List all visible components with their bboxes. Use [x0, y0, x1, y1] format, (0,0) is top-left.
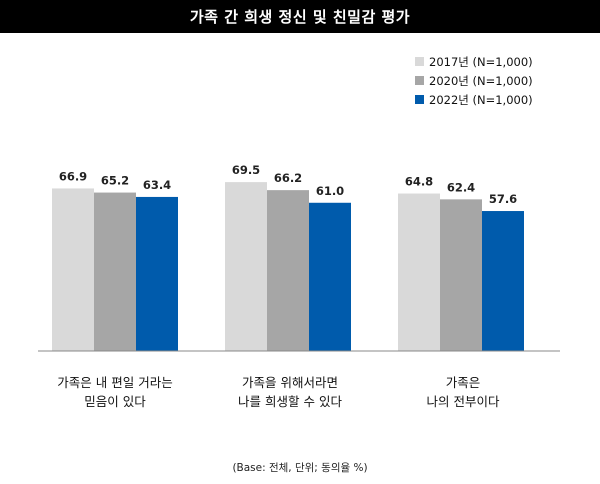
footnote: (Base: 전체, 단위; 동의율 %) [232, 462, 368, 474]
legend-swatch-3 [415, 95, 424, 104]
legend-label-2: 2020년 (N=1,000) [429, 74, 533, 88]
data-label-1-series-3: 63.4 [143, 178, 171, 192]
legend-label-3: 2022년 (N=1,000) [429, 93, 533, 107]
data-label-3-series-3: 57.6 [489, 192, 517, 206]
category-label-2-line-2: 나를 희생할 수 있다 [238, 394, 342, 409]
data-label-3-series-2: 62.4 [447, 180, 475, 194]
category-label-2-line-1: 가족을 위해서라면 [242, 375, 338, 390]
chart-title: 가족 간 희생 정신 및 친밀감 평가 [0, 0, 600, 33]
bar-2-series-3 [309, 202, 351, 351]
category-label-2: 가족을 위해서라면 나를 희생할 수 있다 [205, 373, 375, 411]
bar-3-series-1 [398, 193, 440, 351]
data-label-2-series-1: 69.5 [232, 163, 260, 177]
data-label-3-series-1: 64.8 [405, 175, 433, 189]
bar-3-series-2 [440, 199, 482, 351]
legend-swatch-2 [415, 76, 424, 85]
data-label-2-series-3: 61.0 [316, 184, 344, 198]
legend-label-1: 2017년 (N=1,000) [429, 55, 533, 69]
bar-1-series-1 [52, 188, 94, 351]
category-label-1-line-2: 믿음이 있다 [84, 394, 146, 409]
category-label-3-line-2: 나의 전부이다 [426, 394, 500, 409]
category-label-3-line-1: 가족은 [445, 375, 481, 390]
bars: 66.9 65.2 63.4 69.5 66.2 61.0 64.8 62.4 57.6 [52, 163, 524, 351]
legend-swatch-1 [415, 57, 424, 66]
data-label-1-series-1: 66.9 [59, 169, 87, 183]
data-label-2-series-2: 66.2 [274, 171, 302, 185]
legend: 2017년 (N=1,000) 2020년 (N=1,000) 2022년 (N=1… [415, 55, 533, 107]
data-label-1-series-2: 65.2 [101, 174, 129, 188]
bar-1-series-2 [94, 192, 136, 351]
bar-1-series-3 [136, 196, 178, 351]
category-label-1-line-1: 가족은 내 편일 거라는 [57, 375, 173, 390]
bar-3-series-3 [482, 211, 524, 351]
bar-2-series-1 [225, 182, 267, 351]
bar-2-series-2 [267, 190, 309, 351]
category-label-3: 가족은 나의 전부이다 [378, 373, 548, 411]
category-label-1: 가족은 내 편일 거라는 믿음이 있다 [30, 373, 200, 411]
